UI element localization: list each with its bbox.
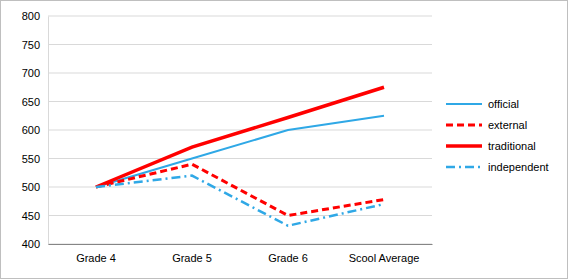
grid-line: [48, 187, 432, 188]
y-tick-label: 800: [22, 10, 40, 22]
x-axis: Grade 4 Grade 5 Grade 6 Scool Average: [49, 244, 433, 264]
series-lines: [96, 87, 384, 226]
y-axis-line: [48, 17, 49, 245]
y-tick-label: 750: [22, 39, 40, 51]
legend-label: official: [488, 98, 519, 110]
legend-item: official: [446, 98, 519, 110]
grid-line: [48, 215, 432, 216]
y-tick-label: 600: [22, 124, 40, 136]
x-tick: Scool Average: [349, 244, 420, 264]
grid-line: [48, 101, 432, 102]
series-line: [96, 176, 384, 226]
legend-swatch: [446, 166, 482, 169]
y-tick: 450: [22, 210, 48, 222]
x-tick: Grade 4: [76, 244, 116, 264]
y-axis: 400 450 500 550 600 650 700 750 800: [22, 10, 49, 250]
y-tick: 650: [22, 96, 48, 108]
legend-label: external: [488, 119, 527, 131]
legend-label: independent: [488, 161, 549, 173]
legend-label: traditional: [488, 140, 536, 152]
legend-item: external: [446, 119, 527, 131]
y-tick-label: 700: [22, 67, 40, 79]
legend-swatch: [446, 124, 482, 127]
y-tick: 700: [22, 67, 48, 79]
y-tick-label: 550: [22, 153, 40, 165]
y-tick: 400: [22, 238, 48, 250]
y-tick-label: 650: [22, 96, 40, 108]
y-tick: 600: [22, 124, 48, 136]
x-tick-label: Grade 4: [76, 252, 116, 264]
x-tick-label: Scool Average: [349, 252, 420, 264]
x-tick-label: Grade 5: [172, 252, 212, 264]
x-tick: Grade 6: [268, 244, 308, 264]
grid-line: [48, 16, 432, 17]
grid-line: [48, 130, 432, 131]
y-tick-label: 500: [22, 181, 40, 193]
legend-swatch: [446, 103, 482, 105]
series-line: [96, 164, 384, 215]
grid-line: [48, 44, 432, 45]
grid-line: [48, 73, 432, 74]
x-axis-line: [49, 244, 433, 245]
y-tick: 750: [22, 39, 48, 51]
series-line: [96, 87, 384, 187]
legend-item: traditional: [446, 140, 536, 152]
grid: [48, 16, 432, 244]
plot: 400450500550600650700750800Grade 4Grade …: [22, 10, 433, 264]
legend: official external traditional independent: [446, 98, 549, 173]
legend-swatch: [446, 144, 482, 148]
grid-line: [48, 244, 432, 245]
x-tick-label: Grade 6: [268, 252, 308, 264]
y-tick-label: 450: [22, 210, 40, 222]
grid-line: [48, 158, 432, 159]
y-tick: 550: [22, 153, 48, 165]
y-tick-label: 400: [22, 238, 40, 250]
x-tick: Grade 5: [172, 244, 212, 264]
y-tick: 500: [22, 181, 48, 193]
legend-item: independent: [446, 161, 549, 173]
chart-frame: [1, 1, 568, 279]
y-tick: 800: [22, 10, 48, 22]
